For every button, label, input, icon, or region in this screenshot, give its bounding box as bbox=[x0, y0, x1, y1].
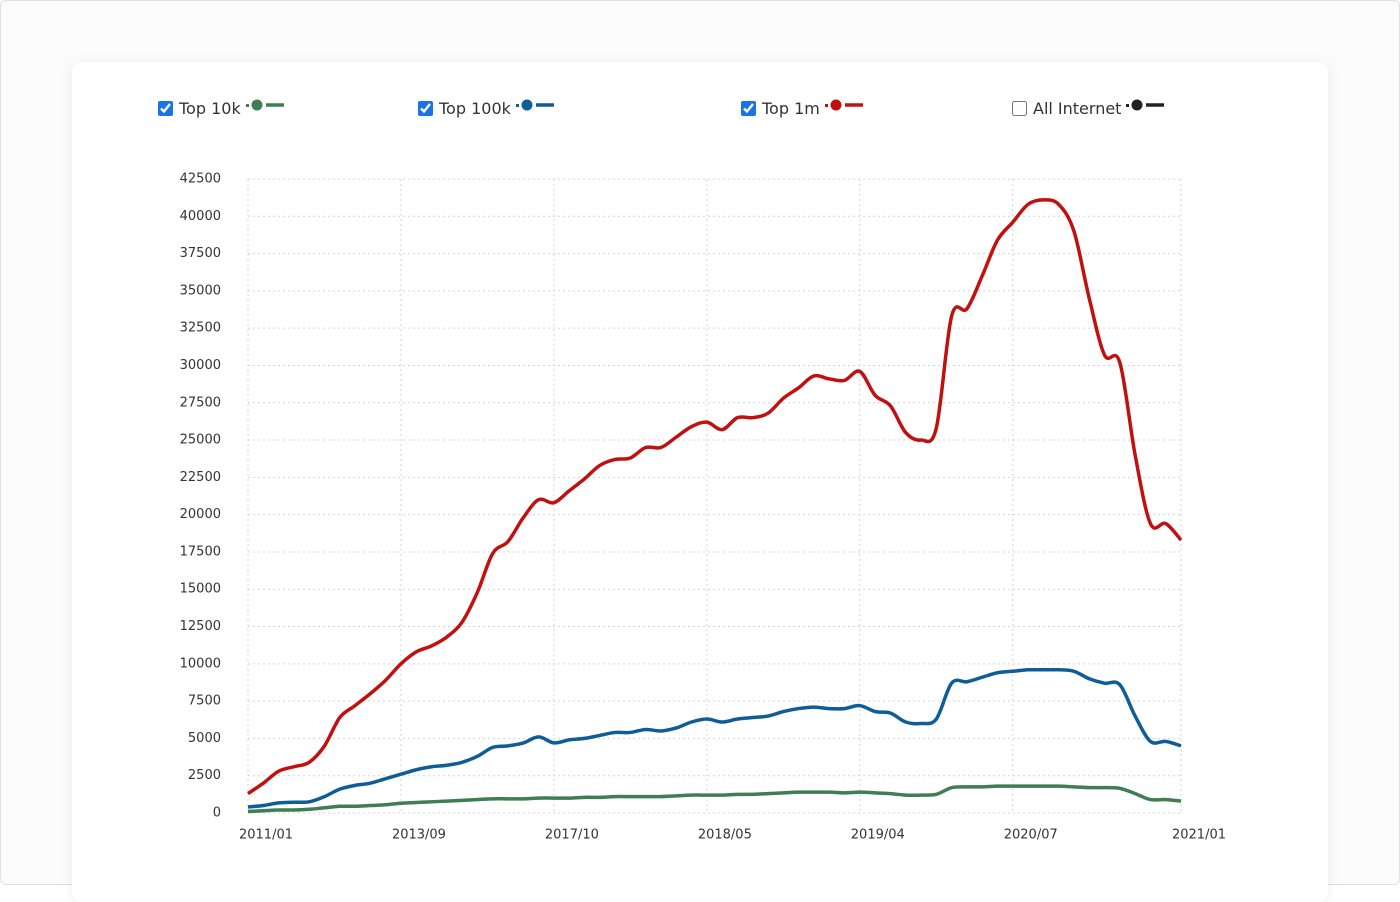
legend-label: Top 100k bbox=[439, 98, 511, 118]
legend-marker bbox=[824, 99, 863, 111]
x-tick-label: 2013/09 bbox=[392, 828, 446, 843]
legend-marker bbox=[245, 99, 284, 111]
x-tick-label: 2017/10 bbox=[545, 828, 599, 843]
legend-circle bbox=[830, 99, 842, 111]
legend-dot bbox=[515, 104, 519, 107]
y-tick-label: 40000 bbox=[180, 209, 221, 224]
legend-dot bbox=[824, 104, 828, 107]
y-tick-label: 22500 bbox=[180, 470, 221, 485]
legend-item[interactable]: Top 1m bbox=[741, 96, 868, 120]
y-tick-label: 20000 bbox=[180, 507, 221, 522]
y-tick-label: 30000 bbox=[180, 358, 221, 373]
card bbox=[72, 62, 1328, 902]
series-line bbox=[247, 784, 1182, 814]
legend-circle bbox=[1131, 99, 1143, 111]
legend-checkbox[interactable] bbox=[418, 100, 433, 116]
y-tick-label: 27500 bbox=[180, 395, 221, 410]
legend-circle bbox=[251, 99, 263, 111]
x-tick-label: 2021/01 bbox=[1172, 828, 1226, 843]
legend-item[interactable]: Top 10k bbox=[158, 96, 289, 120]
legend-checkbox[interactable] bbox=[158, 100, 173, 116]
legend-item[interactable]: All Internet bbox=[1012, 96, 1169, 120]
y-tick-label: 42500 bbox=[180, 172, 221, 187]
y-tick-label: 0 bbox=[213, 806, 221, 821]
y-tick-label: 5000 bbox=[188, 731, 221, 746]
x-tick-label: 2018/05 bbox=[698, 828, 752, 843]
x-tick-label: 2011/01 bbox=[239, 828, 293, 843]
legend-dot bbox=[1126, 104, 1130, 107]
x-tick-label: 2019/04 bbox=[851, 828, 905, 843]
y-tick-label: 12500 bbox=[180, 619, 221, 634]
y-tick-label: 32500 bbox=[180, 321, 221, 336]
x-tick-label: 2020/07 bbox=[1004, 828, 1058, 843]
y-tick-label: 35000 bbox=[180, 283, 221, 298]
y-tick-label: 15000 bbox=[180, 582, 221, 597]
legend-checkbox[interactable] bbox=[741, 100, 756, 116]
y-tick-label: 2500 bbox=[188, 768, 221, 783]
series-line bbox=[247, 198, 1183, 796]
legend-marker bbox=[1126, 99, 1165, 111]
legend-dot bbox=[245, 104, 249, 107]
legend-marker bbox=[515, 99, 554, 111]
series-line bbox=[247, 667, 1182, 809]
y-tick-label: 25000 bbox=[180, 433, 221, 448]
y-tick-label: 10000 bbox=[180, 656, 221, 671]
legend-label: All Internet bbox=[1033, 98, 1122, 118]
legend-checkbox[interactable] bbox=[1012, 100, 1027, 116]
legend-label: Top 10k bbox=[179, 98, 241, 118]
legend-item[interactable]: Top 100k bbox=[418, 96, 559, 120]
y-tick-label: 17500 bbox=[180, 544, 221, 559]
y-tick-label: 7500 bbox=[188, 694, 221, 709]
y-tick-label: 37500 bbox=[180, 246, 221, 261]
legend-label: Top 1m bbox=[762, 98, 820, 118]
legend-circle bbox=[521, 99, 533, 111]
